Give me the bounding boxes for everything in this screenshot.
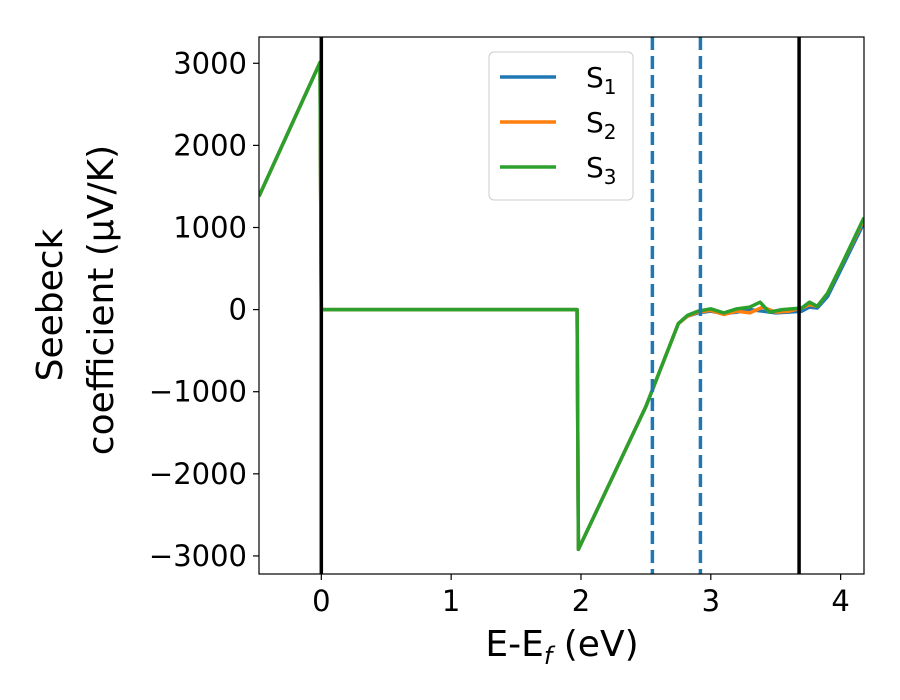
- y-tick-label: 0: [229, 293, 247, 327]
- legend-label-s3: S3: [586, 151, 617, 189]
- y-tick-label: −2000: [149, 457, 247, 491]
- y-tick-label: −3000: [149, 539, 247, 573]
- y-axis-title-line1: Seebeck: [30, 228, 71, 381]
- legend: S1 S2 S3: [488, 51, 634, 201]
- y-axis-ticks: 3000 2000 1000 0 −1000 −2000 −3000: [149, 46, 259, 573]
- y-tick-label: 3000: [173, 46, 247, 80]
- series-layer: [259, 60, 864, 552]
- series-line-s3: [259, 60, 864, 552]
- legend-label-s2: S2: [586, 106, 617, 144]
- x-axis-title: E-Ef (eV): [485, 624, 638, 670]
- legend-label-s1: S1: [586, 61, 617, 99]
- x-tick-label: 4: [831, 584, 849, 618]
- y-tick-label: −1000: [149, 375, 247, 409]
- x-tick-label: 0: [312, 584, 330, 618]
- legend-box: [488, 51, 634, 201]
- x-tick-label: 3: [702, 584, 720, 618]
- x-tick-label: 2: [572, 584, 590, 618]
- plot-frame: [258, 36, 865, 575]
- y-axis-title-line2: coefficient (μV/K): [81, 145, 122, 455]
- x-axis-ticks: 0 1 2 3 4: [312, 574, 850, 618]
- x-tick-label: 1: [442, 584, 460, 618]
- y-tick-label: 1000: [173, 210, 247, 244]
- y-tick-label: 2000: [173, 128, 247, 162]
- vertical-lines: [319, 37, 801, 574]
